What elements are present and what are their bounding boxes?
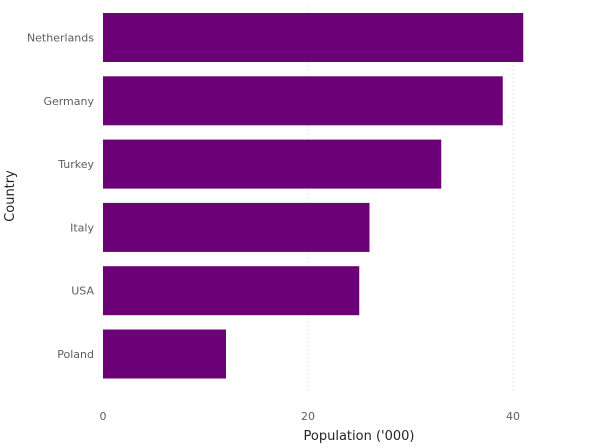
category-label: Germany [43, 95, 94, 108]
bar-germany[interactable] [103, 76, 503, 126]
category-label: USA [71, 285, 94, 298]
x-tick-label: 40 [506, 410, 520, 423]
bar-turkey[interactable] [103, 139, 442, 189]
category-label: Turkey [57, 158, 94, 171]
y-axis-title: Country [3, 170, 18, 222]
category-label: Netherlands [27, 32, 94, 45]
gridlines [307, 6, 514, 393]
bar-poland[interactable] [103, 329, 226, 379]
x-tick-label: 0 [100, 410, 107, 423]
bar-usa[interactable] [103, 266, 360, 316]
x-tick-labels: 0 20 40 [100, 410, 521, 423]
bar-italy[interactable] [103, 202, 370, 252]
bars [103, 13, 524, 379]
category-labels: Netherlands Germany Turkey Italy USA Poland [27, 32, 95, 362]
x-tick-label: 20 [301, 410, 315, 423]
category-label: Poland [57, 348, 94, 361]
bar-netherlands[interactable] [103, 13, 524, 62]
category-label: Italy [70, 221, 94, 234]
x-axis-title: Population ('000) [304, 429, 415, 444]
